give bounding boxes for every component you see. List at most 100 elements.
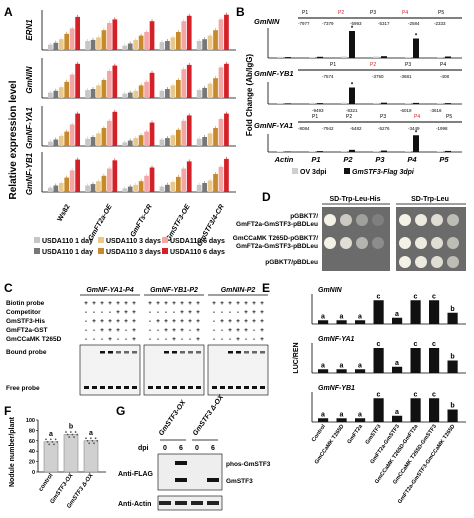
free-band [100,386,105,389]
bar [341,151,347,152]
panel-b-chip-chart: Fold Change (Ab/IgG) GmNIN GmNF-YB1 GmNF… [245,10,462,176]
bar [224,113,229,146]
data-point [54,438,57,441]
bar [309,102,315,104]
bar [63,434,79,473]
data-point [76,433,79,436]
bar [53,139,59,146]
panel-a-ylabel: Relative expression level [8,80,19,199]
emsa-sign: + [100,300,104,307]
significance-letter: c [377,293,381,300]
bar [90,184,96,192]
bound-band [108,351,113,354]
emsa-sign: + [196,327,200,334]
bar [75,16,80,51]
dpi-value: 0 [195,445,199,452]
dpi-value: 0 [163,445,167,452]
bound-band [228,351,233,354]
emsa-sign: + [180,327,184,334]
free-band [164,386,169,389]
panel-letter-f: F [4,404,11,418]
bar [64,33,70,50]
panel-a-row-label: GmNF-YA1 [25,107,34,149]
bar [181,21,187,50]
bar [445,150,451,152]
significance-letter: a [358,313,362,320]
yeast-spot [399,237,411,249]
bar [85,41,90,50]
data-point [69,431,72,433]
bar [202,87,207,98]
panel-a-legend: USDA110 1 day USDA110 1 day USDA110 3 da… [34,237,225,256]
bound-band [252,351,257,354]
legend-label: USDA110 3 days [106,249,161,256]
legend-label: USDA110 1 day [42,249,93,256]
bar [373,300,384,324]
protein-band [175,478,187,482]
emsa-sign: - [189,327,191,334]
bar [144,131,149,146]
probe-label: P1 [312,114,318,120]
bar [138,181,144,192]
dpi-value: 6 [211,445,215,452]
panel-letter-e: E [262,281,270,295]
free-band [92,386,97,389]
emsa-sign: + [260,318,264,325]
yeast-spot [415,237,427,249]
bar [159,42,165,50]
data-point [74,431,77,433]
bar [285,57,291,58]
data-point [51,440,54,443]
bar [381,150,387,152]
data-point [66,433,69,436]
bar [181,69,187,98]
emsa-sign: + [180,309,184,316]
yeast-row-label: GmFT2a-GmSTF3-pBDLeu [236,243,318,250]
probe-label: P1 [302,10,308,16]
bar [107,120,112,146]
emsa-sign: - [173,309,175,316]
emsa-sign: - [221,336,223,343]
free-band [228,386,233,389]
actin-band [191,501,203,505]
yeast-col-title: SD-Trp-Leu [411,196,449,203]
bar [318,418,329,422]
yeast-spot [356,214,368,226]
bar [107,71,112,98]
bar [48,92,53,98]
bar [133,39,139,50]
bar [181,120,187,146]
emsa-sign: - [165,309,167,316]
emsa-sign: + [188,318,192,325]
emsa-sign: - [213,327,215,334]
bar [127,43,133,50]
emsa-sign: - [229,309,231,316]
bar [69,124,75,146]
emsa-row-label: GmCCaMK T265D [6,336,62,343]
bound-band [100,351,105,354]
panel-b-gene-label: GmNF-YB1 [254,69,294,78]
significance-letter: c [414,391,418,398]
yeast-spot [340,214,352,226]
emsa-sign: - [85,318,87,325]
yeast-spot [447,256,459,268]
bar [159,139,165,146]
panel-b-ylabel: Fold Change (Ab/IgG) [245,54,254,137]
emsa-sign: - [117,336,119,343]
bar [175,176,181,192]
emsa-sign: + [124,318,128,325]
panel-letter-c: C [4,281,13,295]
bar [277,56,283,58]
significance-letter: b [450,403,454,410]
data-point [65,431,67,433]
bound-band [172,351,177,354]
legend-swatch [34,248,40,254]
legend-label: GmSTF3-Flag 3dpi [352,169,415,176]
bar [447,312,458,324]
bar [144,175,149,192]
legend-label: USDA110 6 days [170,238,225,245]
emsa-sign: - [149,327,151,334]
bar [90,89,96,98]
bar [122,93,128,98]
panel-b-xtick: P1 [311,155,320,164]
